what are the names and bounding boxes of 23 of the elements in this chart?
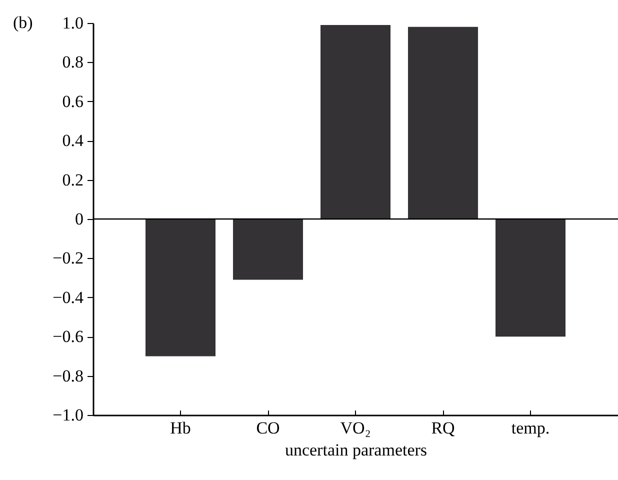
x-tick-label: CO — [256, 418, 280, 438]
bar — [408, 26, 478, 219]
y-tick-label: −0.8 — [52, 366, 84, 386]
y-tick-label: 0.8 — [62, 52, 84, 72]
y-tick-label: −0.6 — [52, 327, 84, 346]
y-tick-label: 0.2 — [62, 170, 84, 190]
y-tick-label: 0.6 — [62, 92, 84, 111]
x-axis-title: uncertain parameters — [284, 440, 428, 460]
x-tick-label: Hb — [170, 418, 191, 438]
y-tick-label: 0.4 — [62, 131, 84, 150]
y-tick-label: 0 — [75, 210, 84, 228]
y-tick-label: −0.4 — [52, 288, 84, 307]
x-tick-label: temp. — [511, 418, 550, 438]
x-tick-label: VO₂ — [340, 418, 371, 438]
y-tick-label: −1.0 — [52, 406, 84, 424]
x-tick-label: RQ — [431, 418, 455, 438]
chart-title: (b) — [13, 13, 33, 32]
y-tick-label: 1.0 — [62, 14, 84, 32]
bar — [496, 219, 566, 337]
bar — [320, 24, 390, 219]
bar — [233, 219, 303, 280]
bar — [146, 219, 216, 356]
y-tick-label: −0.2 — [52, 248, 84, 268]
